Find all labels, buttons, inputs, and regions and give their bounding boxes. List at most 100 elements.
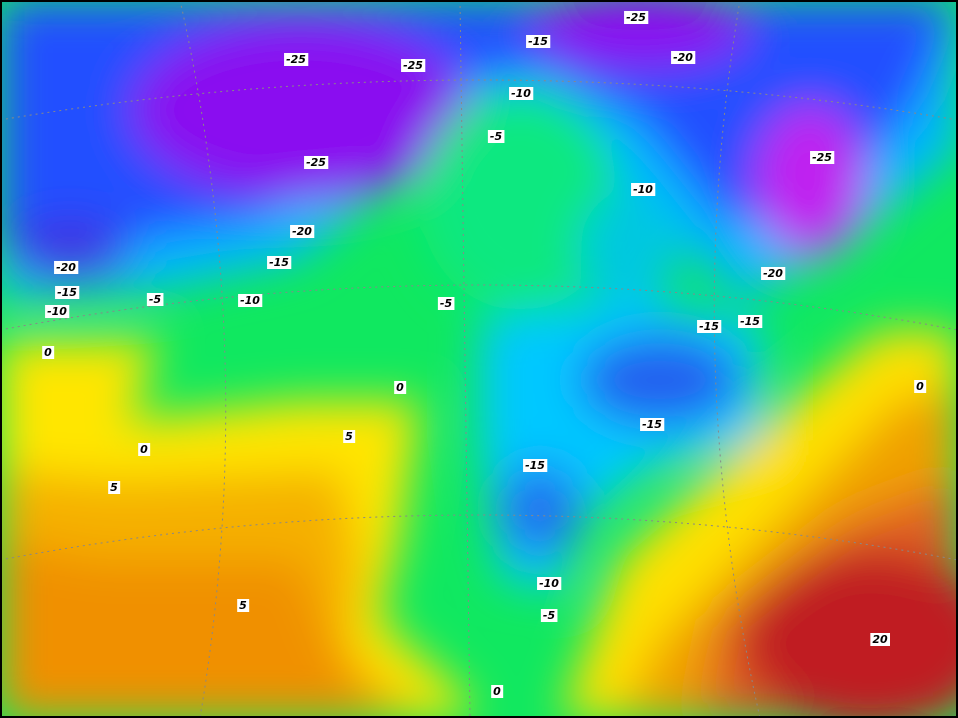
- contour-value: -25: [306, 156, 326, 169]
- contour-value: 5: [239, 599, 247, 612]
- contour-value: 20: [872, 633, 888, 646]
- contour-labels: -25 -15 -20 -25 -25 -10 -5 -25 -25 -10 -20 -15 -20 -2…: [42, 11, 927, 698]
- contour-label: -10: [537, 577, 562, 590]
- contour-label: 0: [138, 443, 151, 456]
- label-box: [146, 293, 164, 306]
- contour-value: -10: [633, 183, 653, 196]
- contour-label: -5: [487, 130, 505, 143]
- label-box: [108, 481, 121, 494]
- label-box: [284, 53, 309, 66]
- label-box: [267, 256, 292, 269]
- contour-value: -25: [626, 11, 646, 24]
- label-box: [537, 577, 562, 590]
- contour-value: -15: [525, 459, 545, 472]
- contour-label: -20: [671, 51, 696, 64]
- contour-value: 0: [44, 346, 52, 359]
- contour-value: -10: [511, 87, 531, 100]
- contour-value: 5: [110, 481, 118, 494]
- label-box: [761, 267, 786, 280]
- contour-value: -15: [642, 418, 662, 431]
- contour-label: -15: [267, 256, 292, 269]
- label-box: [671, 51, 696, 64]
- contour-value: -25: [812, 151, 832, 164]
- contour-label: -25: [304, 156, 329, 169]
- contour-value: -10: [47, 305, 67, 318]
- contour-label: -10: [45, 305, 70, 318]
- label-box: [401, 59, 426, 72]
- contour-label: -25: [624, 11, 649, 24]
- label-box: [42, 346, 55, 359]
- contour-label: -15: [523, 459, 548, 472]
- contour-value: -20: [763, 267, 783, 280]
- label-box: [290, 225, 315, 238]
- contour-value: 0: [396, 381, 404, 394]
- contour-label: -15: [526, 35, 551, 48]
- contour-value: -15: [740, 315, 760, 328]
- contour-label: -5: [146, 293, 164, 306]
- contour-value: -5: [490, 130, 503, 143]
- label-box: [540, 609, 558, 622]
- contour-value: -15: [269, 256, 289, 269]
- contour-label: -10: [509, 87, 534, 100]
- contour-label: -15: [640, 418, 665, 431]
- contour-value: 0: [140, 443, 148, 456]
- label-box: [45, 305, 70, 318]
- contour-label: -20: [761, 267, 786, 280]
- label-box: [526, 35, 551, 48]
- contour-value: -25: [403, 59, 423, 72]
- contour-value: -15: [699, 320, 719, 333]
- label-box: [394, 381, 407, 394]
- contour-label: -10: [631, 183, 656, 196]
- contour-value: -10: [240, 294, 260, 307]
- contour-label: 5: [237, 599, 250, 612]
- contour-label: 0: [394, 381, 407, 394]
- contour-label: 5: [108, 481, 121, 494]
- label-box: [523, 459, 548, 472]
- contour-label: -20: [54, 261, 79, 274]
- label-box: [738, 315, 763, 328]
- contour-value: -20: [292, 225, 312, 238]
- contour-label: -5: [540, 609, 558, 622]
- label-box: [640, 418, 665, 431]
- contour-label: -15: [697, 320, 722, 333]
- label-box: [237, 599, 250, 612]
- label-box: [810, 151, 835, 164]
- label-box: [55, 286, 80, 299]
- contour-value: -5: [543, 609, 556, 622]
- contour-value: -25: [286, 53, 306, 66]
- label-box: [491, 685, 504, 698]
- contour-value: -15: [528, 35, 548, 48]
- contour-value: -20: [673, 51, 693, 64]
- contour-value: 0: [916, 380, 924, 393]
- label-box: [304, 156, 329, 169]
- contour-label: -25: [284, 53, 309, 66]
- label-box: [238, 294, 263, 307]
- label-box: [697, 320, 722, 333]
- contour-label: -5: [437, 297, 455, 310]
- contour-value: 5: [345, 430, 353, 443]
- contour-value: 0: [493, 685, 501, 698]
- contour-label: -10: [238, 294, 263, 307]
- label-box: [870, 633, 890, 646]
- contour-label: 0: [491, 685, 504, 698]
- contour-value: -10: [539, 577, 559, 590]
- label-box: [343, 430, 356, 443]
- label-box: [437, 297, 455, 310]
- label-box: [509, 87, 534, 100]
- label-box: [138, 443, 151, 456]
- contour-label: -25: [401, 59, 426, 72]
- contour-label: 20: [870, 633, 890, 646]
- label-box: [54, 261, 79, 274]
- contour-label: 5: [343, 430, 356, 443]
- contour-label: 0: [914, 380, 927, 393]
- contour-label: -25: [810, 151, 835, 164]
- contour-label: -15: [55, 286, 80, 299]
- label-box: [624, 11, 649, 24]
- contour-label: -20: [290, 225, 315, 238]
- contour-value: -5: [149, 293, 162, 306]
- contour-label: 0: [42, 346, 55, 359]
